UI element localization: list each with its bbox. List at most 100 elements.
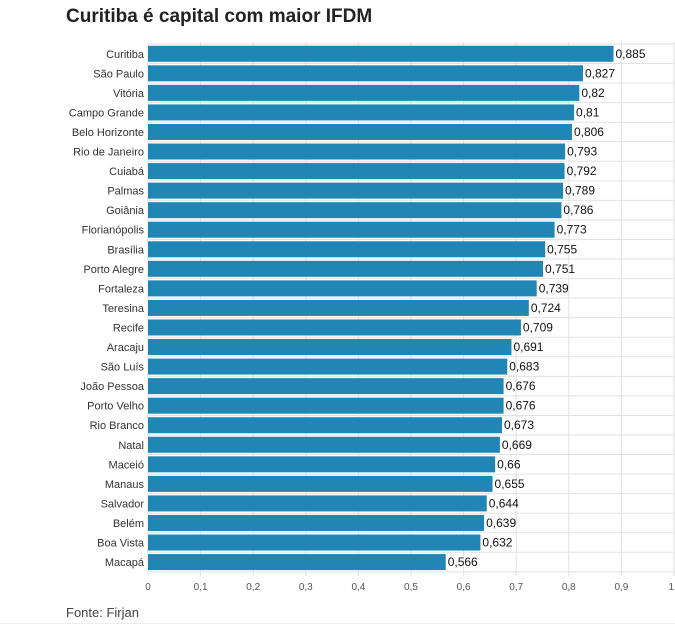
bar (148, 104, 575, 121)
category-label: Salvador (101, 498, 145, 510)
bar (148, 299, 529, 316)
value-label: 0,632 (482, 536, 512, 550)
value-label: 0,786 (563, 203, 593, 217)
x-tick-label: 0,3 (299, 582, 313, 593)
category-label: João Pessoa (80, 381, 144, 393)
category-label: Macapá (105, 557, 145, 569)
bar (148, 221, 555, 238)
category-label: Palmas (107, 186, 144, 198)
category-label: Aracaju (107, 342, 144, 354)
source-note: Fonte: Firjan (66, 605, 139, 620)
bottom-divider (0, 623, 675, 624)
category-label: São Paulo (93, 68, 144, 80)
x-tick-label: 0,8 (562, 582, 576, 593)
chart-title: Curitiba é capital com maior IFDM (66, 6, 373, 27)
bar (148, 514, 485, 531)
bar (148, 65, 584, 82)
category-label: Belém (113, 518, 144, 530)
category-labels: Curitiba São Paulo Vitória Campo Grande Belo… (69, 49, 145, 569)
x-axis-ticks: 0 0,1 0,2 0,3 0,4 0,5 0,6 0,7 0,8 0,9 1 (145, 582, 674, 593)
bar-chart: Curitiba São Paulo Vitória Campo Grande Belo… (69, 42, 675, 593)
bar (148, 339, 512, 356)
bar (148, 456, 496, 473)
bar (148, 280, 537, 297)
x-tick-label: 0 (145, 582, 151, 593)
category-label: Fortaleza (98, 283, 145, 295)
value-label: 0,827 (585, 66, 615, 80)
bar (148, 163, 565, 180)
bar (148, 495, 487, 512)
category-label: Natal (118, 440, 144, 452)
category-label: Belo Horizonte (72, 127, 144, 139)
bar (148, 182, 564, 199)
value-label: 0,673 (504, 418, 534, 432)
bar (148, 123, 572, 140)
bar (148, 358, 508, 375)
value-label: 0,724 (531, 301, 561, 315)
x-tick-label: 0,4 (351, 582, 365, 593)
value-label: 0,676 (506, 399, 536, 413)
value-label: 0,751 (545, 262, 575, 276)
category-label: Porto Velho (87, 401, 144, 413)
bar (148, 378, 504, 395)
bar (148, 554, 446, 571)
bar (148, 84, 580, 101)
value-label: 0,566 (448, 555, 478, 569)
bar (148, 397, 504, 414)
bar (148, 475, 493, 492)
category-label: Curitiba (106, 49, 145, 61)
value-label: 0,644 (489, 496, 519, 510)
value-label: 0,755 (547, 242, 577, 256)
bars (148, 45, 614, 571)
value-label: 0,793 (567, 145, 597, 159)
value-label: 0,792 (567, 164, 597, 178)
category-label: Maceió (109, 459, 144, 471)
value-label: 0,683 (509, 360, 539, 374)
category-label: São Luís (101, 362, 145, 374)
x-tick-label: 0,6 (457, 582, 471, 593)
bar (148, 417, 502, 434)
category-label: Vitória (113, 88, 145, 100)
x-tick-label: 1 (668, 582, 674, 593)
value-label: 0,81 (576, 105, 600, 119)
value-label: 0,676 (506, 379, 536, 393)
bar (148, 202, 562, 219)
category-label: Porto Alegre (83, 264, 144, 276)
x-tick-label: 0,2 (246, 582, 260, 593)
value-label: 0,66 (497, 457, 521, 471)
x-tick-label: 0,7 (509, 582, 523, 593)
category-label: Recife (113, 322, 144, 334)
category-label: Teresina (102, 303, 144, 315)
x-tick-label: 0,5 (404, 582, 418, 593)
bar (148, 534, 481, 551)
value-label: 0,655 (495, 477, 525, 491)
bar (148, 436, 500, 453)
value-label: 0,773 (557, 223, 587, 237)
value-label: 0,789 (565, 184, 595, 198)
category-label: Campo Grande (69, 107, 144, 119)
bar (148, 143, 566, 160)
category-label: Manaus (105, 479, 145, 491)
bar (148, 260, 544, 277)
value-label: 0,806 (574, 125, 604, 139)
value-label: 0,709 (523, 320, 553, 334)
value-label: 0,739 (539, 281, 569, 295)
x-tick-label: 0,9 (614, 582, 628, 593)
value-label: 0,691 (513, 340, 543, 354)
bar (148, 241, 546, 258)
bar (148, 319, 521, 336)
value-label: 0,639 (486, 516, 516, 530)
category-label: Boa Vista (97, 538, 145, 550)
category-label: Brasília (107, 244, 145, 256)
category-label: Florianópolis (82, 225, 145, 237)
category-label: Cuiabá (109, 166, 145, 178)
value-label: 0,885 (616, 47, 646, 61)
value-label: 0,669 (502, 438, 532, 452)
bar (148, 45, 614, 62)
x-tick-label: 0,1 (194, 582, 208, 593)
category-label: Goiânia (106, 205, 145, 217)
category-label: Rio de Janeiro (73, 147, 144, 159)
value-label: 0,82 (581, 86, 605, 100)
category-label: Rio Branco (90, 420, 144, 432)
